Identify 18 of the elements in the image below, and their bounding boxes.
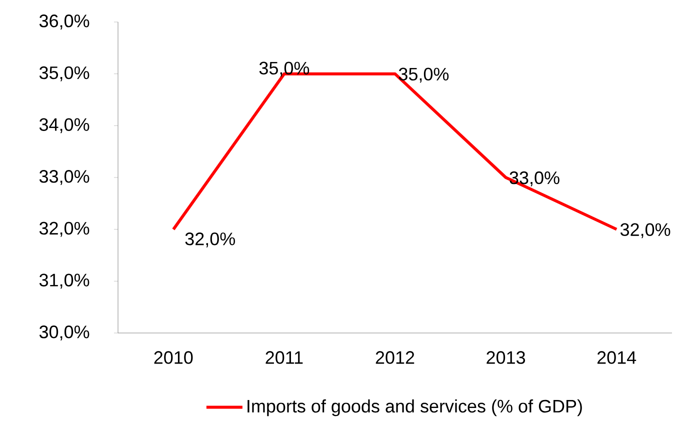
x-tick-label: 2014: [597, 351, 636, 364]
data-label: 35,0%: [259, 62, 310, 77]
data-label: 32,0%: [620, 223, 670, 238]
x-tick-label: 2011: [266, 351, 303, 364]
data-label: 35,0%: [398, 68, 449, 83]
y-tick-label: 34,0%: [39, 118, 90, 134]
y-tick-label: 30,0%: [39, 326, 90, 340]
data-label: 33,0%: [510, 171, 560, 186]
y-tick-label: 31,0%: [39, 274, 90, 289]
y-tick-label: 35,0%: [39, 66, 90, 82]
y-tick-label: 36,0%: [39, 14, 90, 30]
y-tick-label: 33,0%: [39, 170, 90, 185]
x-tick-label: 2010: [154, 351, 193, 364]
legend-label: Imports of goods and services (% of GDP): [248, 399, 582, 416]
y-tick-label: 32,0%: [39, 222, 90, 237]
x-tick-label: 2012: [376, 351, 414, 364]
data-label: 32,0%: [185, 232, 235, 248]
x-tick-label: 2013: [486, 351, 526, 364]
